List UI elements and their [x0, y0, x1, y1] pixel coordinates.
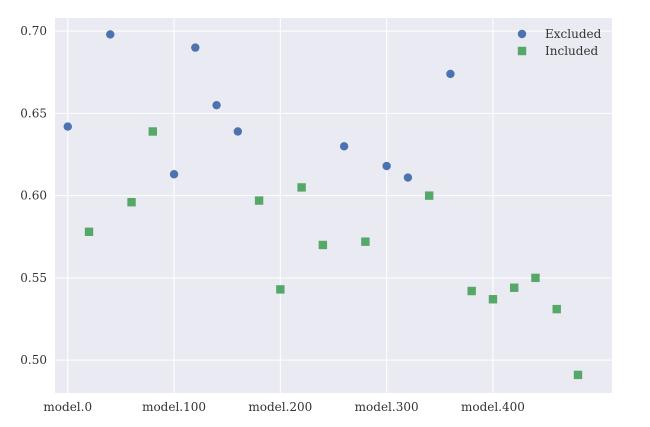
point-excluded	[339, 142, 349, 151]
point-excluded	[106, 30, 115, 39]
y-tick-label: 0.60	[20, 189, 47, 203]
point-included	[84, 227, 94, 237]
legend-marker-excluded	[517, 29, 527, 39]
legend-label-excluded: Excluded	[545, 27, 602, 41]
y-tick-label: 0.65	[20, 106, 47, 120]
legend-marker-included	[517, 46, 527, 56]
point-included	[127, 198, 136, 207]
legend: Excluded Included	[517, 27, 602, 58]
point-excluded	[446, 69, 455, 79]
y-tick-label: 0.70	[20, 24, 47, 38]
point-included	[148, 127, 157, 136]
point-excluded	[233, 127, 243, 136]
x-tick-label: model.200	[248, 400, 312, 414]
point-excluded	[63, 122, 72, 131]
point-included	[254, 196, 264, 205]
point-excluded	[191, 43, 200, 52]
x-tick-label: model.0	[43, 400, 92, 414]
point-excluded	[169, 170, 179, 179]
point-excluded	[382, 161, 391, 171]
legend-label-included: Included	[545, 44, 599, 58]
x-tick-label: model.300	[355, 400, 419, 414]
point-included	[318, 240, 328, 250]
series-included	[84, 127, 583, 380]
point-included	[297, 183, 306, 192]
point-excluded	[212, 100, 221, 110]
point-included	[573, 370, 583, 380]
y-tick-label: 0.55	[20, 271, 47, 285]
point-included	[467, 286, 476, 296]
point-included	[552, 304, 561, 314]
y-axis: 0.50 0.55 0.60 0.65 0.70	[20, 24, 47, 367]
x-axis: model.0 model.100 model.200 model.300 model.…	[43, 400, 525, 414]
y-tick-label: 0.50	[20, 353, 47, 367]
point-included	[531, 273, 540, 283]
x-tick-label: model.400	[461, 400, 525, 414]
plot-area	[55, 18, 612, 393]
point-excluded	[403, 173, 413, 182]
data-points	[63, 30, 583, 380]
point-included	[424, 191, 434, 200]
point-included	[488, 295, 498, 304]
x-tick-label: model.100	[142, 400, 206, 414]
point-included	[510, 283, 519, 292]
point-included	[361, 237, 370, 246]
point-included	[276, 285, 285, 294]
series-excluded	[63, 30, 455, 182]
